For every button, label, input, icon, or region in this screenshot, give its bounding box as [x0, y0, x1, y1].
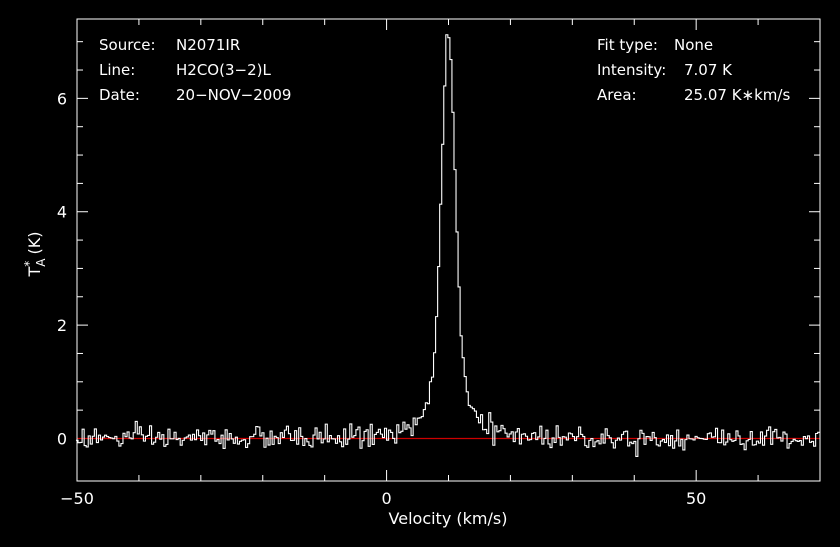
y-axis-label-unit: (K): [25, 232, 44, 255]
source-value: N2071IR: [176, 36, 240, 54]
x-tick-label: −50: [60, 489, 94, 508]
date-value: 20−NOV−2009: [176, 86, 291, 104]
y-tick-label: 2: [57, 316, 67, 335]
y-axis-label-sup: *: [22, 261, 36, 267]
fit-type-key: Fit type:: [597, 36, 658, 54]
area-key: Area:: [597, 86, 637, 104]
x-tick-labels: −50 0 50: [60, 489, 706, 508]
intensity-value: 7.07 K: [684, 61, 733, 79]
intensity-key: Intensity:: [597, 61, 666, 79]
y-axis-label: T*A (K): [22, 232, 48, 278]
fit-type-value: None: [674, 36, 713, 54]
info-block-left: Source: N2071IR Line: H2CO(3−2)L Date: 2…: [99, 36, 291, 104]
y-axis-label-sub: A: [34, 258, 48, 267]
axes-frame: [76, 18, 821, 482]
y-axis-label-main: T: [25, 266, 44, 277]
y-tick-labels: 0 2 4 6: [57, 89, 67, 448]
x-tick-label: 0: [381, 489, 391, 508]
x-tick-label: 50: [686, 489, 706, 508]
spectrum-line: [75, 34, 820, 457]
area-value: 25.07 K∗km/s: [684, 86, 790, 104]
y-tick-label: 4: [57, 203, 67, 222]
line-value: H2CO(3−2)L: [176, 61, 271, 79]
svg-text:T*A(K): T*A (K): [22, 232, 48, 278]
source-key: Source:: [99, 36, 156, 54]
x-axis-label: Velocity (km/s): [389, 509, 508, 528]
y-tick-label: 0: [57, 429, 67, 448]
y-tick-label: 6: [57, 89, 67, 108]
info-block-right: Fit type: None Intensity: 7.07 K Area: 2…: [597, 36, 790, 104]
date-key: Date:: [99, 86, 140, 104]
line-key: Line:: [99, 61, 135, 79]
